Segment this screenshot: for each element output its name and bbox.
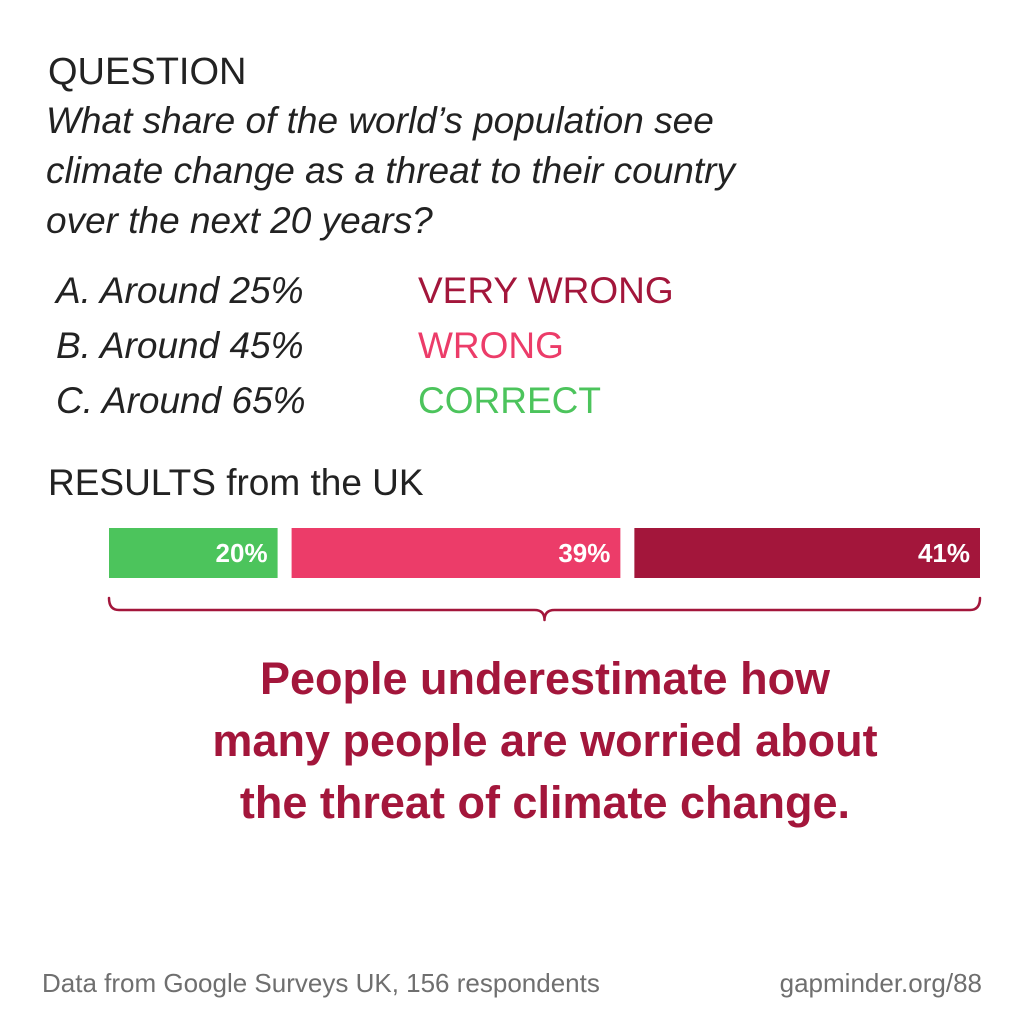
results-stacked-bar-chart: 20% 39% 41%: [107, 528, 982, 622]
option-label-a: A. Around 25%: [56, 270, 304, 311]
question-line: What share of the world’s population see: [46, 100, 714, 141]
conclusion-text: People underestimate how many people are…: [80, 648, 1010, 834]
option-verdict-b: WRONG: [418, 325, 564, 366]
bracket-brace: [107, 596, 982, 622]
conclusion-line: many people are worried about: [212, 715, 878, 766]
question-heading: QUESTION: [48, 51, 247, 93]
bar-value-label: 20%: [216, 538, 268, 568]
question-line: climate change as a threat to their coun…: [46, 150, 735, 191]
option-verdict-c: CORRECT: [418, 380, 601, 421]
option-row-b: B. Around 45% WRONG: [56, 321, 856, 376]
question-text: What share of the world’s population see…: [46, 96, 946, 246]
data-source-note: Data from Google Surveys UK, 156 respond…: [42, 968, 600, 998]
bar-wrong: [291, 528, 621, 578]
option-row-c: C. Around 65% CORRECT: [56, 376, 856, 431]
option-row-a: A. Around 25% VERY WRONG: [56, 266, 856, 321]
answer-options: A. Around 25% VERY WRONG B. Around 45% W…: [56, 266, 856, 431]
conclusion-line: the threat of climate change.: [239, 777, 851, 828]
option-label-c: C. Around 65%: [56, 380, 306, 421]
bar-value-label: 41%: [918, 538, 970, 568]
gapminder-link[interactable]: gapminder.org/88: [779, 968, 982, 998]
results-heading: RESULTS from the UK: [48, 462, 424, 503]
option-verdict-a: VERY WRONG: [418, 270, 674, 311]
question-line: over the next 20 years?: [46, 200, 433, 241]
option-label-b: B. Around 45%: [56, 325, 304, 366]
bar-very-wrong: [634, 528, 980, 578]
bar-value-label: 39%: [558, 538, 610, 568]
bar-correct: [109, 528, 278, 578]
bars-layer: 20% 39% 41%: [109, 528, 980, 578]
conclusion-line: People underestimate how: [259, 653, 831, 704]
